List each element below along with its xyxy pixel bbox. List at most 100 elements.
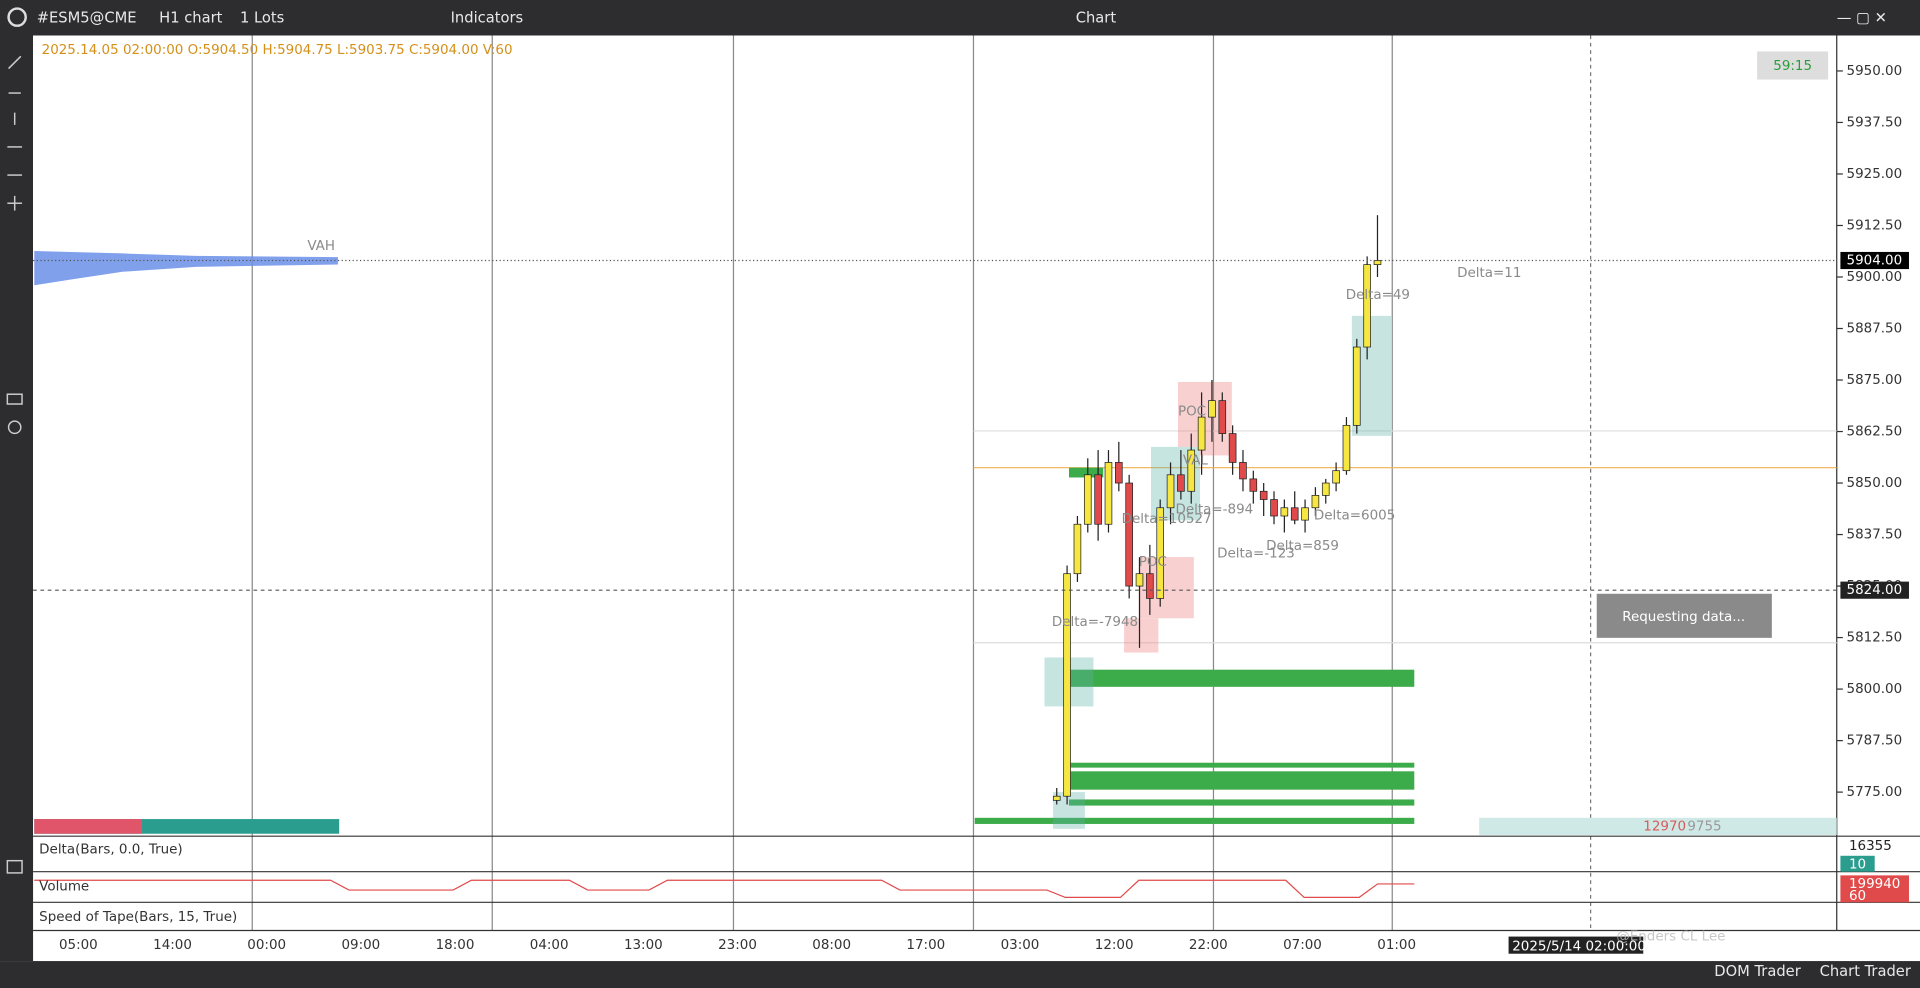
indicators[interactable]: Indicators	[451, 9, 524, 26]
candle-body	[1218, 400, 1227, 434]
x-tick-label: 08:00	[812, 938, 851, 953]
candle-body	[1270, 499, 1278, 517]
y-tick-label: 5912.50	[1847, 218, 1903, 233]
annotation: Delta=-7948	[1052, 615, 1138, 630]
price-label: 5824.00	[1847, 583, 1903, 598]
chart-trader[interactable]: Chart Trader	[1820, 963, 1912, 980]
x-tick-label: 17:00	[906, 938, 945, 953]
candle-body	[1311, 495, 1320, 509]
lots[interactable]: 1 Lots	[240, 9, 284, 26]
volume-value: 199940	[1849, 877, 1900, 892]
candle-body	[1363, 264, 1371, 348]
readout-a: 12970	[1643, 819, 1686, 834]
candle-body	[1156, 507, 1165, 599]
x-tick-label: 18:00	[436, 938, 475, 953]
volume-clusters	[974, 467, 1415, 824]
candle-body	[1280, 507, 1289, 517]
candle-body	[1342, 424, 1351, 472]
price-label-bg	[1840, 581, 1909, 599]
candle-body	[1146, 573, 1154, 599]
y-tick-label: 5775.00	[1847, 785, 1903, 800]
x-tick-label: 05:00	[59, 938, 98, 953]
delta-panel-label: Delta(Bars, 0.0, True)	[39, 843, 182, 858]
annotation: Delta=859	[1266, 539, 1339, 554]
price-axis	[1836, 35, 1920, 931]
x-tick-label: 09:00	[341, 938, 380, 953]
candle-body	[1259, 490, 1268, 500]
candle-body	[1321, 482, 1330, 496]
annotation: Delta=49	[1346, 288, 1410, 303]
y-tick-label: 5850.00	[1847, 476, 1903, 491]
candle-body	[1166, 474, 1175, 509]
candle-body	[1353, 346, 1361, 426]
annotation: VAH	[307, 239, 335, 254]
x-tick-label: 13:00	[624, 938, 663, 953]
y-tick-label: 5875.00	[1847, 373, 1903, 388]
requesting-box	[1596, 593, 1772, 638]
y-tick-label: 5837.50	[1847, 528, 1903, 543]
dom-trader[interactable]: DOM Trader	[1714, 963, 1801, 980]
speed-panel-label: Speed of Tape(Bars, 15, True)	[39, 910, 237, 925]
delta-value2: 10	[1849, 857, 1866, 872]
annotation: Delta=-123	[1217, 546, 1295, 561]
readout-bg	[1479, 817, 1837, 835]
candle-body	[1115, 462, 1123, 484]
window-controls[interactable]: — ▢ ✕	[1837, 9, 1887, 26]
candle-body	[1373, 260, 1382, 265]
candle-body	[1094, 474, 1102, 525]
top-bar	[0, 0, 1920, 36]
candle-body	[1332, 470, 1340, 484]
info-line: 2025.14.05 02:00:00 O:5904.50 H:5904.75 …	[42, 43, 513, 58]
volume-value2: 60	[1849, 889, 1866, 904]
annotation: Delta=-894	[1176, 502, 1254, 517]
candle-body	[1208, 400, 1216, 418]
y-tick-label: 5812.50	[1847, 631, 1903, 646]
candle-body	[1073, 523, 1082, 575]
x-tick-label: 12:00	[1095, 938, 1134, 953]
candle-body	[1052, 795, 1061, 801]
volume-profile	[34, 250, 338, 286]
symbol[interactable]: #ESM5@CME	[37, 9, 137, 26]
bottom-bar	[0, 961, 1920, 988]
timeframe[interactable]: H1 chart	[159, 9, 222, 26]
y-tick-label: 5800.00	[1847, 682, 1903, 697]
x-tick-label: 03:00	[1001, 938, 1040, 953]
chart-area	[33, 35, 1837, 837]
x-tick-label: 22:00	[1189, 938, 1228, 953]
annotation: POC	[1178, 404, 1206, 419]
y-tick-label: 5862.50	[1847, 425, 1903, 440]
candle-body	[1063, 573, 1071, 797]
x-tick-label: 01:00	[1377, 938, 1416, 953]
y-tick-label: 5937.50	[1847, 115, 1903, 130]
logo	[7, 7, 27, 27]
volume-value-bg	[1840, 875, 1909, 903]
candle-body	[1104, 462, 1113, 525]
candle-body	[1083, 474, 1092, 525]
annotation: POC	[1139, 555, 1167, 570]
x-tick-label: 00:00	[247, 938, 286, 953]
y-tick-label: 5900.00	[1847, 270, 1903, 285]
tool-icons[interactable]	[6, 55, 23, 874]
y-tick-label: 5925.00	[1847, 167, 1903, 182]
sub-panels	[33, 835, 1920, 932]
x-tick-label: 04:00	[530, 938, 569, 953]
requesting-text: Requesting data...	[1622, 610, 1745, 625]
candle-body	[1301, 507, 1309, 521]
annotation: Delta=10527	[1122, 512, 1212, 527]
delta-value: 16355	[1849, 839, 1892, 854]
timer: 59:15	[1773, 59, 1812, 74]
left-toolbar	[0, 35, 34, 962]
annotation: Delta=6005	[1314, 508, 1395, 523]
candle-body	[1125, 482, 1133, 587]
price-label-bg	[1840, 251, 1909, 270]
y-tick-label: 5950.00	[1847, 64, 1903, 79]
y-tick-label: 5887.50	[1847, 322, 1903, 337]
y-tick-label: 5787.50	[1847, 734, 1903, 749]
candle-body	[1197, 416, 1206, 451]
timer-bg	[1757, 51, 1829, 80]
candle-body	[1135, 573, 1144, 587]
date-bg	[1508, 936, 1644, 954]
candle-body	[1239, 462, 1247, 480]
